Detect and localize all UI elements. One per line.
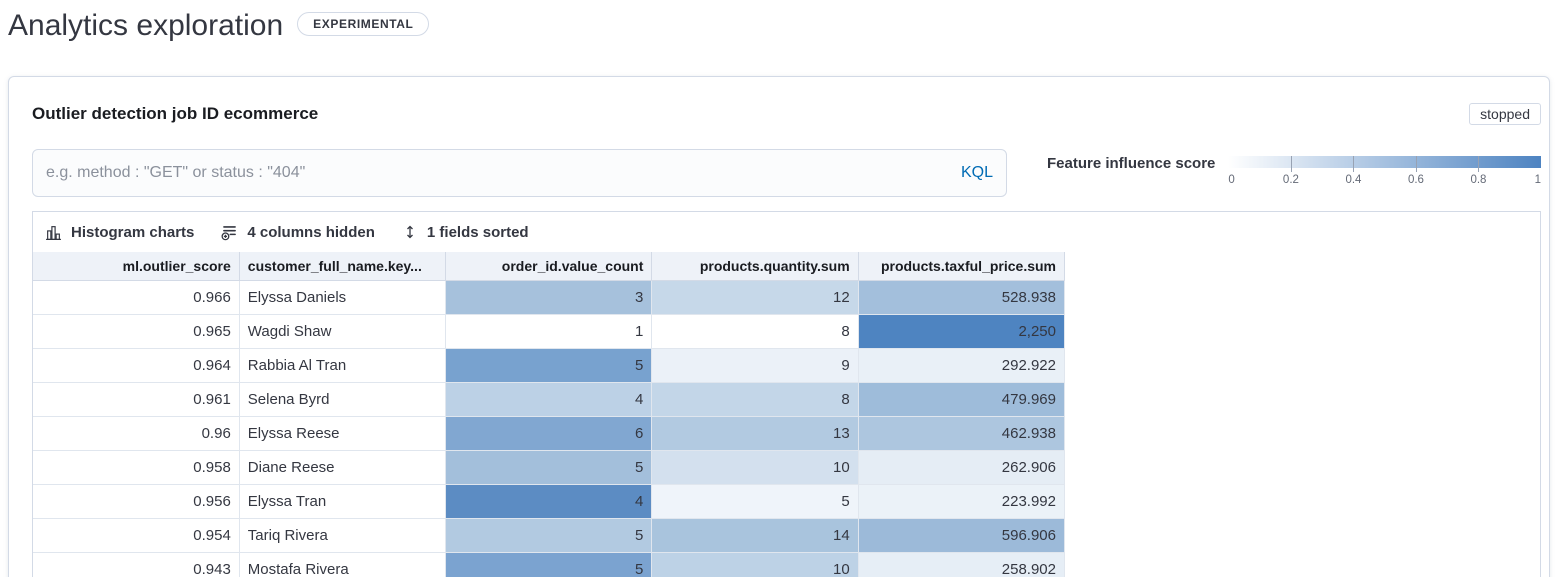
- column-header[interactable]: products.quantity.sum: [651, 252, 859, 281]
- vertical-sort-arrows-icon: [402, 224, 418, 240]
- legend-tick-label: 0: [1228, 174, 1235, 186]
- histogram-icon: [45, 224, 62, 241]
- grid-cell[interactable]: 5: [445, 552, 653, 577]
- legend-tick: [1353, 156, 1355, 172]
- feature-influence-legend: Feature influence score 0 0.2 0.4 0.6 0.8 1: [1047, 149, 1541, 190]
- legend-tick: [1415, 156, 1417, 172]
- legend-tick-label: 1: [1534, 174, 1541, 186]
- grid-cell[interactable]: 5: [445, 518, 653, 553]
- grid-cell[interactable]: 6: [445, 416, 653, 451]
- column-header[interactable]: ml.outlier_score: [33, 252, 240, 281]
- results-table: ml.outlier_score customer_full_name.key..…: [33, 252, 1066, 577]
- grid-cell[interactable]: 8: [651, 382, 859, 417]
- grid-cell[interactable]: Mostafa Rivera: [239, 552, 447, 577]
- table-row: 0.961 Selena Byrd 4 8 479.969: [33, 382, 1066, 417]
- data-grid: Histogram charts: [32, 211, 1541, 577]
- columns-hidden-label: 4 columns hidden: [247, 223, 375, 241]
- search-row: KQL Feature influence score 0 0.2 0.4 0.6 0.…: [32, 149, 1541, 197]
- legend-gradient-bar: [1228, 156, 1541, 168]
- column-header[interactable]: order_id.value_count: [445, 252, 653, 281]
- fields-sorted-button[interactable]: 1 fields sorted: [402, 224, 529, 241]
- job-status-badge: stopped: [1469, 103, 1541, 125]
- grid-cell[interactable]: 462.938: [858, 416, 1066, 451]
- table-row: 0.958 Diane Reese 5 10 262.906: [33, 450, 1066, 485]
- search-input[interactable]: [33, 150, 1006, 196]
- grid-cell[interactable]: 5: [651, 484, 859, 519]
- grid-cell[interactable]: 13: [651, 416, 859, 451]
- histogram-charts-label: Histogram charts: [71, 223, 195, 241]
- grid-cell[interactable]: 0.954: [33, 518, 240, 553]
- grid-cell[interactable]: Selena Byrd: [239, 382, 447, 417]
- legend-title: Feature influence score: [1047, 155, 1216, 172]
- grid-cell[interactable]: 0.96: [33, 416, 240, 451]
- grid-cell[interactable]: 2,250: [858, 314, 1066, 349]
- grid-cell[interactable]: 479.969: [858, 382, 1066, 417]
- grid-cell[interactable]: 0.965: [33, 314, 240, 349]
- grid-cell[interactable]: 258.902: [858, 552, 1066, 577]
- grid-cell[interactable]: 5: [445, 450, 653, 485]
- grid-cell[interactable]: 0.964: [33, 348, 240, 383]
- grid-cell[interactable]: 4: [445, 484, 653, 519]
- page-header: Analytics exploration EXPERIMENTAL: [0, 0, 1558, 46]
- grid-cell[interactable]: 0.956: [33, 484, 240, 519]
- grid-cell[interactable]: Tariq Rivera: [239, 518, 447, 553]
- grid-cell[interactable]: Elyssa Tran: [239, 484, 447, 519]
- grid-cell[interactable]: 5: [445, 348, 653, 383]
- grid-cell[interactable]: Rabbia Al Tran: [239, 348, 447, 383]
- legend-tick-label: 0.6: [1407, 174, 1424, 186]
- grid-cell[interactable]: Elyssa Reese: [239, 416, 447, 451]
- table-row: 0.954 Tariq Rivera 5 14 596.906: [33, 518, 1066, 553]
- column-header[interactable]: customer_full_name.key...: [239, 252, 447, 281]
- legend-tick: [1290, 156, 1292, 172]
- outlier-detection-panel: Outlier detection job ID ecommerce stopp…: [8, 76, 1550, 577]
- grid-cell[interactable]: 10: [651, 450, 859, 485]
- grid-cell[interactable]: 8: [651, 314, 859, 349]
- grid-cell[interactable]: 14: [651, 518, 859, 553]
- grid-cell[interactable]: Diane Reese: [239, 450, 447, 485]
- table-row: 0.965 Wagdi Shaw 1 8 2,250: [33, 314, 1066, 349]
- kql-button[interactable]: KQL: [960, 164, 993, 181]
- table-row: 0.964 Rabbia Al Tran 5 9 292.922: [33, 348, 1066, 383]
- histogram-charts-button[interactable]: Histogram charts: [45, 224, 194, 241]
- table-columns-add-icon: [221, 224, 238, 241]
- column-header[interactable]: products.taxful_price.sum: [858, 252, 1066, 281]
- table-row: 0.956 Elyssa Tran 4 5 223.992: [33, 484, 1066, 519]
- grid-cell[interactable]: 3: [445, 280, 653, 315]
- legend-tick-label: 0.4: [1345, 174, 1362, 186]
- grid-cell[interactable]: 0.966: [33, 280, 240, 315]
- legend-tick-label: 0.8: [1470, 174, 1487, 186]
- grid-cell[interactable]: 0.943: [33, 552, 240, 577]
- grid-cell[interactable]: 528.938: [858, 280, 1066, 315]
- grid-cell[interactable]: 0.961: [33, 382, 240, 417]
- grid-cell[interactable]: 0.958: [33, 450, 240, 485]
- grid-cell[interactable]: 262.906: [858, 450, 1066, 485]
- table-row: 0.943 Mostafa Rivera 5 10 258.902: [33, 552, 1066, 577]
- fields-sorted-label: 1 fields sorted: [426, 223, 529, 241]
- table-row: 0.966 Elyssa Daniels 3 12 528.938: [33, 280, 1066, 315]
- panel-header: Outlier detection job ID ecommerce stopp…: [32, 101, 1541, 127]
- grid-cell[interactable]: 223.992: [858, 484, 1066, 519]
- legend-scale: 0 0.2 0.4 0.6 0.8 1: [1228, 156, 1541, 190]
- grid-body: 0.966 Elyssa Daniels 3 12 528.938 0.965 Wagdi …: [33, 280, 1066, 577]
- grid-header-row: ml.outlier_score customer_full_name.key..…: [33, 252, 1066, 281]
- grid-toolbar: Histogram charts: [33, 212, 1540, 252]
- grid-cell[interactable]: 9: [651, 348, 859, 383]
- grid-cell[interactable]: 10: [651, 552, 859, 577]
- experimental-badge: EXPERIMENTAL: [297, 12, 430, 36]
- grid-cell[interactable]: 12: [651, 280, 859, 315]
- search-box: KQL: [32, 149, 1007, 197]
- grid-cell[interactable]: 596.906: [858, 518, 1066, 553]
- grid-cell[interactable]: Elyssa Daniels: [239, 280, 447, 315]
- page-title: Analytics exploration: [8, 9, 284, 42]
- grid-cell[interactable]: 292.922: [858, 348, 1066, 383]
- legend-tick-label: 0.2: [1282, 174, 1299, 186]
- grid-cell[interactable]: 4: [445, 382, 653, 417]
- grid-cell[interactable]: 1: [445, 314, 653, 349]
- grid-cell[interactable]: Wagdi Shaw: [239, 314, 447, 349]
- columns-hidden-button[interactable]: 4 columns hidden: [221, 224, 375, 241]
- table-row: 0.96 Elyssa Reese 6 13 462.938: [33, 416, 1066, 451]
- panel-title: Outlier detection job ID ecommerce: [32, 104, 319, 123]
- legend-tick: [1478, 156, 1480, 172]
